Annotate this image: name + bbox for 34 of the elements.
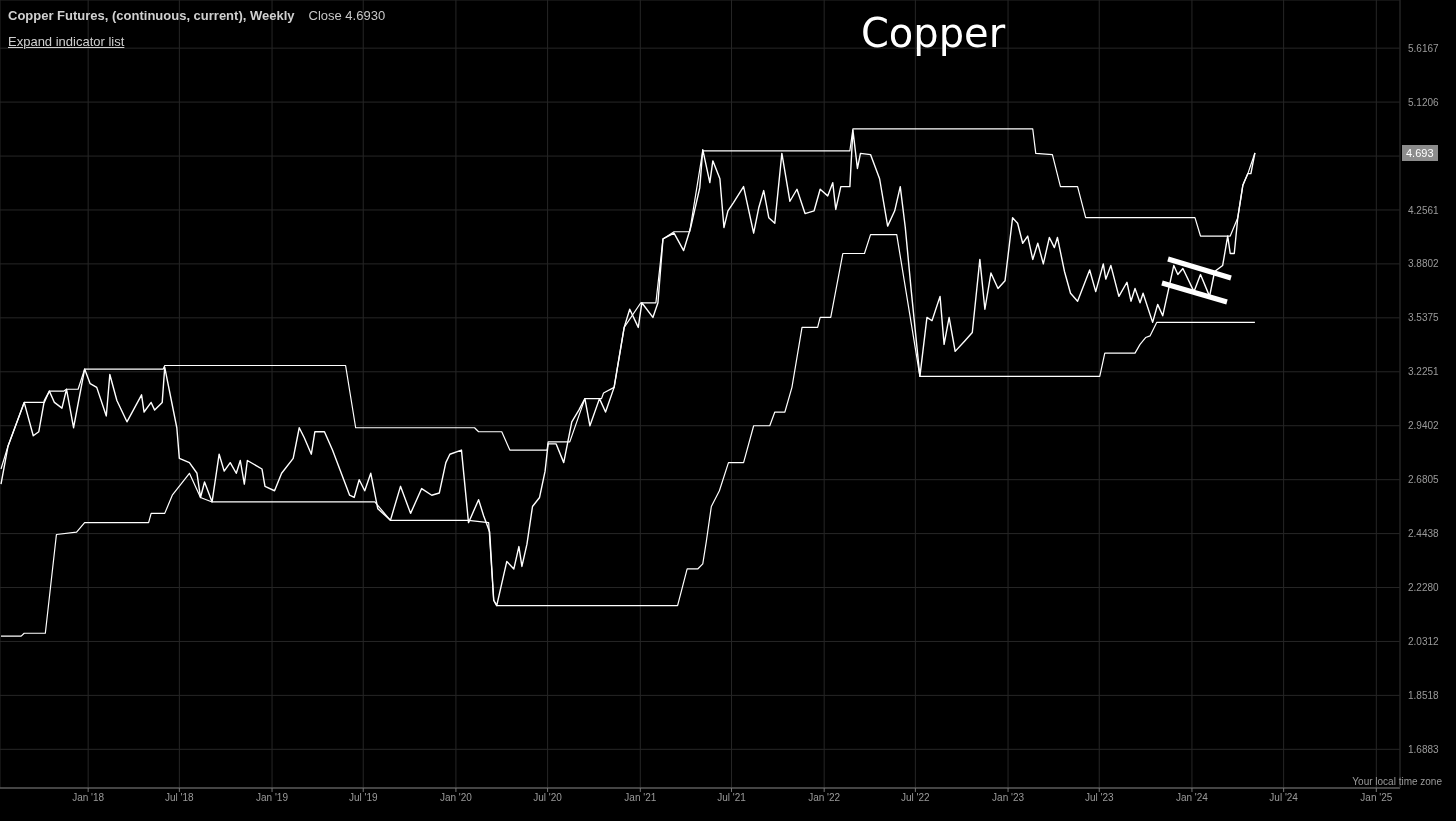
x-tick-label: Jan '18 (72, 792, 105, 804)
annotation: 4.693 (1402, 144, 1438, 161)
x-tick-label: Jan '24 (1175, 792, 1209, 804)
x-tick-label: Jul '24 (1269, 792, 1299, 804)
x-tick-label: Jul '19 (348, 792, 378, 804)
x-tick-label: Jan '22 (808, 792, 841, 804)
x-tick-label: Jan '25 (1360, 792, 1393, 804)
x-tick-label: Jul '23 (1084, 792, 1114, 804)
x-tick-label: Jan '20 (439, 792, 473, 804)
y-tick-label: 2.2280 (1408, 582, 1440, 594)
y-tick-label: 1.6883 (1408, 743, 1440, 755)
y-tick-label: 3.8802 (1408, 258, 1440, 270)
text: Copper Futures, (continuous, current), Weekly (8, 8, 295, 23)
x-tick-label: Jul '21 (717, 792, 747, 804)
chart-title: Copper (860, 10, 1006, 56)
y-tick-label: 2.6805 (1408, 474, 1440, 486)
y-tick-label: 5.1206 (1408, 96, 1440, 108)
annotation: Expand indicator list (8, 34, 125, 49)
y-tick-label: 3.5375 (1408, 312, 1440, 324)
y-tick-label: 3.2251 (1408, 366, 1440, 378)
annotation: Your local time zone (1352, 776, 1442, 787)
y-tick-label: 5.6167 (1408, 42, 1440, 54)
y-tick-label: 1.8518 (1408, 689, 1440, 701)
y-tick-label: 4.2561 (1408, 204, 1440, 216)
x-tick-label: Jan '23 (992, 792, 1025, 804)
x-tick-label: Jul '18 (165, 792, 195, 804)
x-tick-label: Jul '20 (533, 792, 563, 804)
x-tick-label: Jul '22 (901, 792, 931, 804)
x-tick-label: Jan '21 (624, 792, 657, 804)
y-tick-label: 2.0312 (1408, 636, 1440, 648)
annotation: Close 4.6930 (308, 8, 386, 23)
y-tick-label: 2.4438 (1408, 528, 1440, 540)
x-tick-label: Jan '19 (256, 792, 289, 804)
y-tick-label: 2.9402 (1408, 420, 1440, 432)
